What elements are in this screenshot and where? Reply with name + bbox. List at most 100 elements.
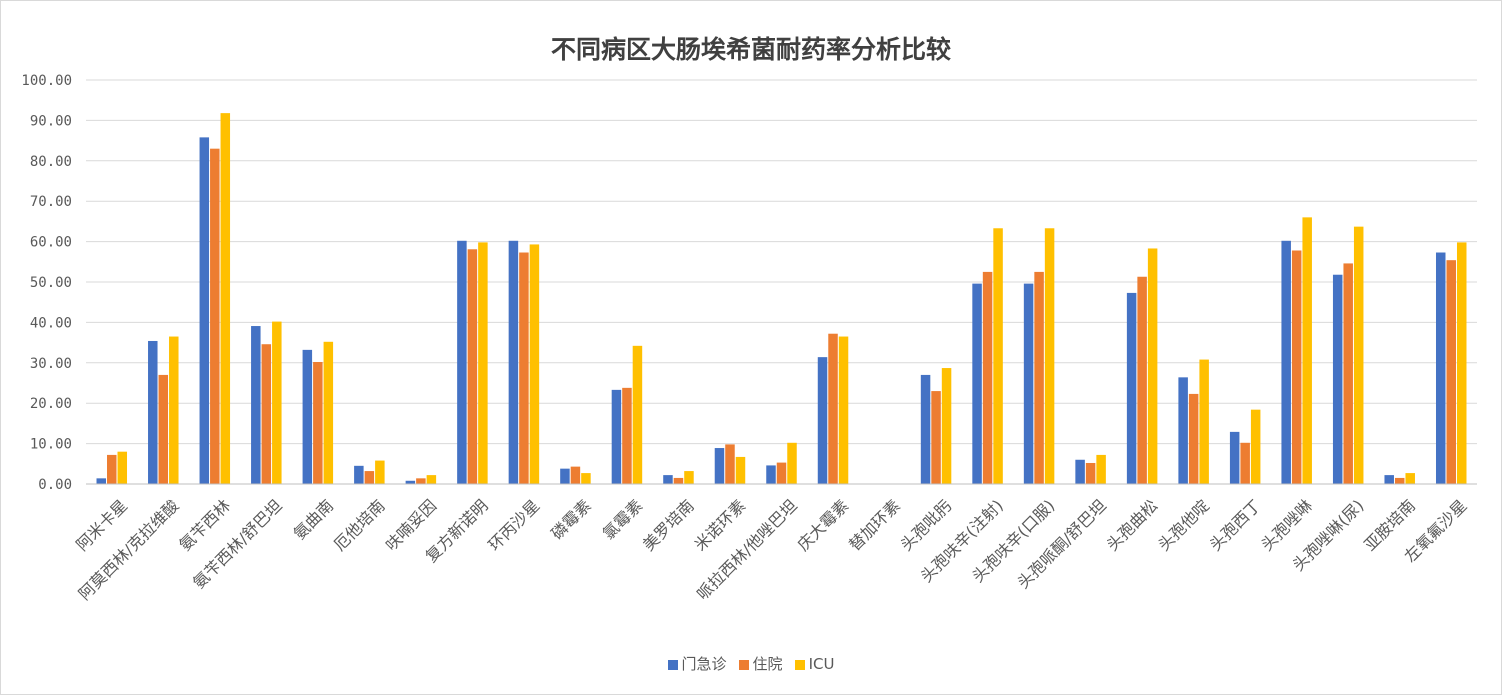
x-tick-label: 氯霉素 — [599, 496, 646, 543]
bar — [581, 473, 591, 484]
bar — [1085, 462, 1096, 484]
legend-swatch — [794, 660, 805, 670]
y-tick-label: 10.00 — [30, 437, 72, 453]
bar — [416, 478, 426, 484]
x-tick-label: 头孢哌酮/舒巴坦 — [1013, 496, 1109, 592]
bar — [663, 475, 673, 484]
legend-label: 门急诊 — [681, 655, 727, 673]
bar — [787, 442, 797, 484]
y-axis-ticks: 0.00 10.00 20.00 30.00 40.00 50.00 60.00 70.00 8… — [21, 73, 72, 493]
bar — [261, 344, 272, 484]
bar — [220, 113, 231, 484]
bar — [920, 374, 931, 484]
bar — [1384, 475, 1394, 484]
bar — [972, 283, 982, 484]
bar — [148, 340, 158, 484]
x-tick-label: 厄他培南 — [330, 496, 389, 555]
bar — [1435, 252, 1446, 484]
bar — [1034, 271, 1044, 484]
legend-label: 住院 — [752, 655, 783, 673]
bar — [1023, 283, 1034, 484]
bar — [1147, 248, 1158, 484]
bar — [302, 349, 313, 484]
bar — [272, 321, 282, 484]
bar — [993, 228, 1003, 484]
bar — [632, 345, 643, 484]
bar — [622, 387, 632, 484]
y-tick-label: 100.00 — [21, 73, 72, 89]
x-tick-label: 美罗培南 — [639, 496, 698, 555]
bar — [169, 336, 179, 484]
bar — [529, 244, 540, 484]
bar — [1188, 393, 1199, 484]
bar — [982, 271, 993, 484]
bar — [117, 451, 128, 484]
bar — [1343, 263, 1353, 484]
legend-item: 门急诊 — [667, 653, 727, 674]
bar — [735, 456, 746, 484]
bar — [364, 471, 375, 484]
y-tick-label: 50.00 — [30, 275, 72, 291]
chart-title: 不同病区大肠埃希菌耐药率分析比较 — [550, 35, 951, 64]
bar — [1394, 477, 1405, 484]
bar — [1199, 359, 1209, 484]
bar — [313, 361, 323, 484]
bar — [405, 480, 416, 484]
bar — [1446, 260, 1456, 484]
bar — [508, 240, 519, 484]
bar — [1456, 242, 1467, 484]
bar — [1405, 473, 1415, 484]
bar — [478, 242, 488, 484]
bar — [828, 333, 838, 484]
y-tick-label: 70.00 — [30, 194, 72, 210]
x-tick-label: 头孢西丁 — [1206, 496, 1265, 555]
legend-swatch — [738, 660, 749, 670]
bar — [1353, 226, 1364, 484]
bar — [1044, 228, 1055, 484]
x-tick-label: 头孢他啶 — [1154, 496, 1213, 555]
bar — [560, 468, 570, 484]
legend: 门急诊 住院 ICU — [0, 653, 1502, 674]
bar — [107, 454, 117, 484]
bar — [467, 249, 478, 484]
legend-label: ICU — [808, 655, 835, 673]
bar — [684, 471, 694, 484]
bar — [1096, 454, 1106, 484]
legend-item: ICU — [794, 655, 835, 673]
bar — [931, 391, 941, 484]
x-tick-label: 哌拉西林/他唑巴坦 — [693, 496, 801, 604]
x-tick-label: 环丙沙星 — [485, 496, 544, 555]
bar — [570, 466, 581, 484]
bar — [1126, 292, 1137, 484]
bar — [519, 252, 529, 484]
bar — [426, 475, 437, 484]
bar — [158, 374, 169, 484]
x-tick-label: 阿莫西林/克拉维酸 — [75, 496, 183, 604]
bar — [354, 465, 364, 484]
y-tick-label: 60.00 — [30, 235, 72, 251]
bar — [673, 477, 684, 484]
x-tick-label: 氨曲南 — [290, 496, 337, 543]
bar — [1250, 409, 1261, 484]
bar — [1178, 377, 1188, 484]
bar — [714, 448, 725, 484]
bar — [941, 368, 952, 484]
bars — [96, 113, 1467, 485]
bar — [1302, 217, 1312, 485]
bar — [210, 148, 220, 484]
bar — [1137, 276, 1147, 484]
bar — [251, 326, 261, 484]
y-tick-label: 40.00 — [30, 315, 72, 331]
y-tick-label: 30.00 — [30, 356, 72, 372]
x-tick-label: 替加环素 — [845, 496, 904, 555]
bar — [375, 460, 385, 484]
gridlines — [86, 79, 1477, 445]
bar — [1291, 250, 1302, 484]
x-tick-label: 氨苄西林/舒巴坦 — [189, 496, 285, 592]
x-tick-label: 庆大霉素 — [794, 496, 853, 555]
bar — [96, 478, 107, 484]
legend-swatch — [667, 660, 678, 670]
bar — [1075, 459, 1085, 484]
